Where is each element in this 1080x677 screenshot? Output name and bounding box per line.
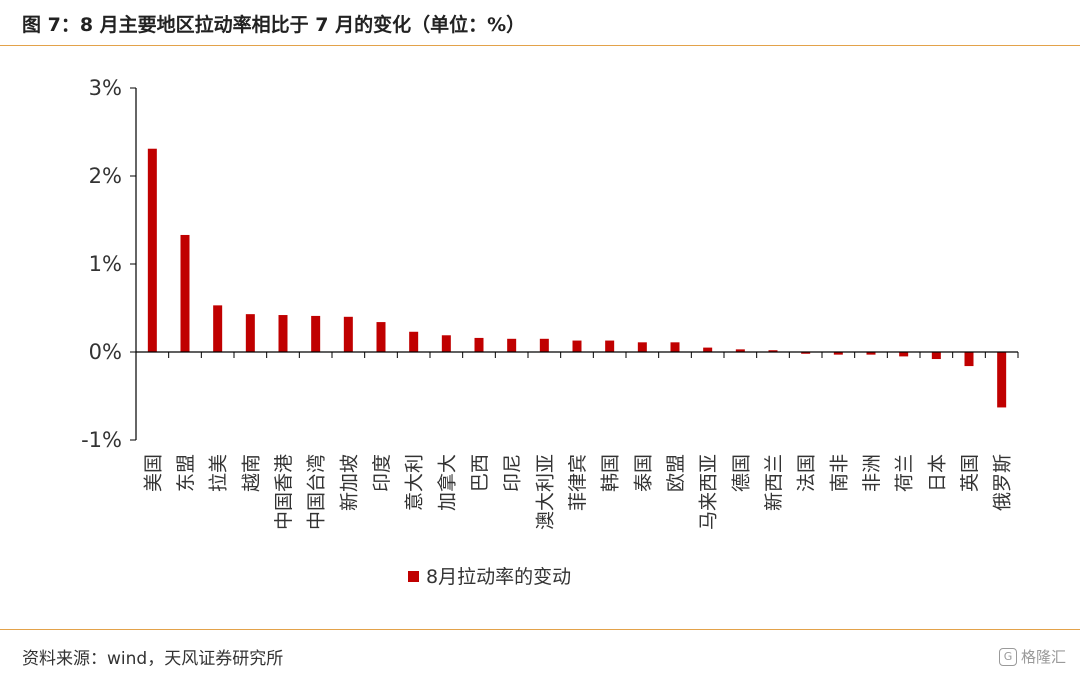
y-tick-label: 3%: [89, 76, 122, 100]
bar: [278, 315, 288, 352]
y-tick-label: 0%: [89, 340, 122, 364]
watermark-text: 格隆汇: [1020, 648, 1066, 666]
x-category-label: 德国: [730, 454, 752, 492]
legend: 8月拉动率的变动: [408, 566, 571, 588]
bar: [311, 315, 321, 352]
bar: [735, 349, 745, 352]
legend-label: 8月拉动率的变动: [426, 566, 571, 588]
x-category-label: 韩国: [600, 454, 622, 492]
bar: [866, 352, 876, 355]
bar: [703, 347, 713, 352]
x-category-label: 法国: [796, 454, 818, 492]
bar: [637, 342, 647, 352]
bar: [507, 338, 517, 352]
bar: [899, 352, 909, 357]
top-divider: [0, 45, 1080, 46]
x-category-label: 印度: [371, 454, 393, 492]
x-category-label: 印尼: [502, 454, 524, 492]
bar: [801, 352, 811, 354]
watermark: G 格隆汇: [998, 646, 1066, 667]
bar: [376, 322, 386, 352]
bar: [474, 337, 484, 352]
source-note: 资料来源：wind，天风证券研究所: [22, 649, 284, 669]
x-category-label: 澳大利亚: [534, 454, 556, 530]
legend-swatch: [408, 571, 419, 582]
bar: [670, 342, 680, 352]
x-category-label: 荷兰: [894, 454, 916, 492]
bar: [964, 352, 974, 367]
bottom-divider: [0, 629, 1080, 630]
y-tick-label: 2%: [89, 164, 122, 188]
bar: [833, 352, 843, 355]
x-category-label: 俄罗斯: [992, 454, 1014, 511]
bar: [441, 335, 451, 352]
x-category-label: 越南: [240, 454, 262, 492]
bar: [245, 314, 255, 352]
x-category-label: 欧盟: [665, 454, 687, 492]
x-category-label: 中国香港: [273, 454, 295, 530]
glh-logo-icon: G: [998, 647, 1017, 666]
x-category-label: 英国: [959, 454, 981, 492]
x-category-label: 泰国: [632, 454, 654, 492]
bar: [180, 234, 190, 352]
x-category-label: 加拿大: [435, 454, 458, 511]
x-category-label: 美国: [142, 454, 164, 492]
bar: [768, 350, 778, 352]
bar: [213, 305, 223, 352]
x-category-label: 巴西: [469, 454, 491, 492]
x-category-label: 东盟: [175, 454, 197, 492]
x-category-label: 新西兰: [763, 454, 785, 511]
x-category-label: 中国台湾: [306, 454, 328, 530]
bar: [605, 340, 615, 352]
y-tick-label: -1%: [81, 428, 122, 452]
bar: [147, 148, 157, 352]
x-category-label: 意大利: [404, 454, 426, 511]
bar: [409, 331, 419, 352]
bar: [572, 340, 582, 352]
bar: [539, 338, 549, 352]
bar: [931, 352, 941, 360]
x-category-label: 菲律宾: [567, 454, 589, 511]
y-tick-label: 1%: [89, 252, 122, 276]
bar-chart: 3% 2% 1% 0% -1% 美国 东盟 拉美 越南 中国香港 中国台湾 新加坡 印度 意大利 加拿大巴…: [81, 76, 1019, 588]
x-category-label: 拉美: [208, 454, 230, 492]
x-category-label: 马来西亚: [698, 454, 720, 530]
chart-title: 图 7：8 月主要地区拉动率相比于 7 月的变化（单位：%）: [22, 14, 526, 36]
bar: [343, 316, 353, 352]
x-category-label: 新加坡: [338, 454, 360, 511]
x-category-label: 非洲: [861, 454, 883, 492]
x-category-label: 南非: [828, 454, 850, 492]
x-category-label: 日本: [926, 454, 948, 492]
bar: [997, 352, 1007, 408]
